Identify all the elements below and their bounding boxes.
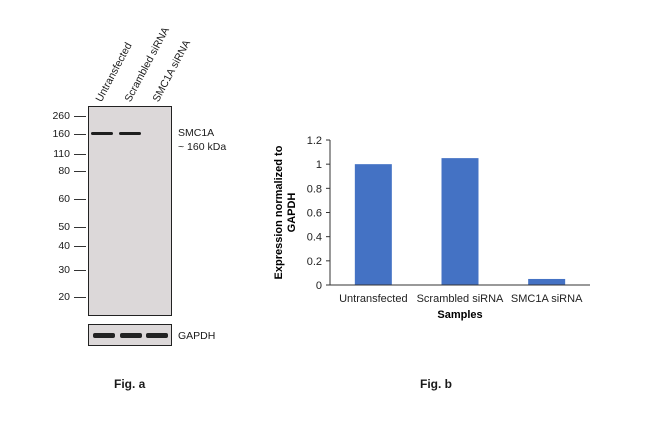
x-tick-label: Untransfected [339, 293, 407, 305]
mw-tick [74, 199, 86, 200]
mw-marker-30: 30 [58, 264, 70, 276]
loading-control-label: GAPDH [178, 330, 216, 342]
mw-marker-20: 20 [58, 291, 70, 303]
mw-marker-40: 40 [58, 240, 70, 252]
gapdh-membrane [88, 324, 172, 346]
mw-tick [74, 171, 86, 172]
y-tick-label: 0.4 [307, 232, 322, 244]
mw-tick [74, 116, 86, 117]
y-tick-label: 0 [316, 280, 322, 292]
smc1a-band-untransfected [91, 132, 113, 135]
mw-marker-60: 60 [58, 193, 70, 205]
mw-tick [74, 154, 86, 155]
y-axis-label: Expression normalized to [273, 145, 285, 279]
mw-tick [74, 134, 86, 135]
y-tick-label: 1.2 [307, 135, 322, 147]
y-tick-label: 0.8 [307, 183, 322, 195]
mw-tick [74, 246, 86, 247]
figure-label-b: Fig. b [420, 377, 452, 391]
mw-tick [74, 297, 86, 298]
mw-marker-50: 50 [58, 221, 70, 233]
target-label: SMC1A [178, 127, 215, 139]
x-tick-label: Scrambled siRNA [417, 293, 504, 305]
mw-marker-110: 110 [53, 148, 70, 160]
gapdh-band-scrambled [120, 333, 142, 338]
y-tick-label: 0.2 [307, 256, 322, 268]
y-tick-label: 0.6 [307, 208, 322, 220]
y-tick-label: 1 [316, 159, 322, 171]
bar-smc1a-sirna [528, 278, 566, 285]
mw-marker-160: 160 [52, 128, 70, 140]
mw-marker-80: 80 [58, 165, 70, 177]
target-size-label: ~ 160 kDa [178, 141, 227, 153]
mw-marker-260: 260 [52, 110, 70, 122]
y-axis-label-line2: GAPDH [286, 193, 298, 233]
smc1a-band-scrambled [119, 132, 141, 135]
gapdh-band-untransfected [93, 333, 115, 338]
gapdh-band-smc1a [146, 333, 168, 338]
blot-membrane [88, 106, 172, 316]
bar-untransfected [354, 164, 392, 285]
mw-tick [74, 227, 86, 228]
bar-scrambled-sirna [441, 158, 479, 285]
mw-tick [74, 270, 86, 271]
x-axis-label: Samples [437, 309, 482, 321]
figure-label-a: Fig. a [114, 377, 146, 391]
x-tick-label: SMC1A siRNA [511, 293, 583, 305]
